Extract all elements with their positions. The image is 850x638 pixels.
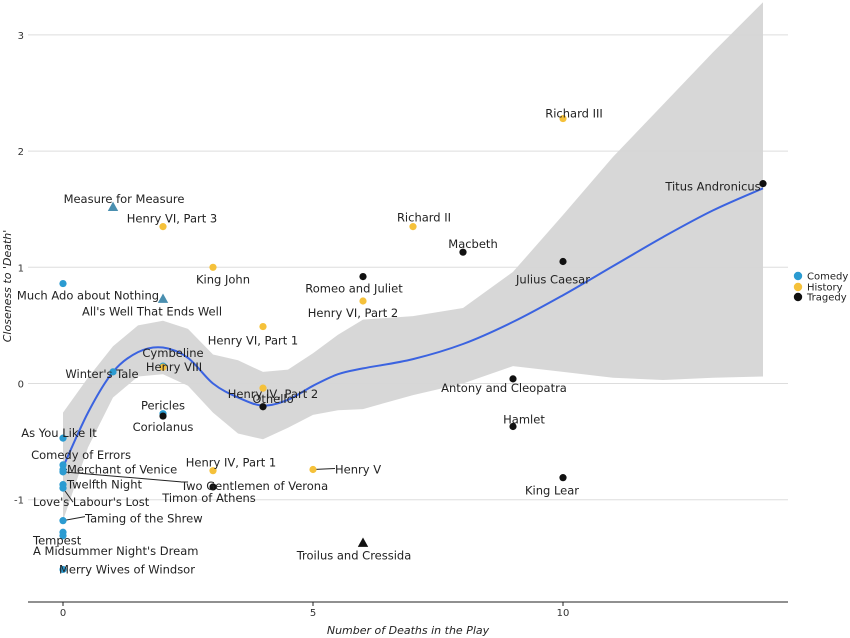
label-king-john: King John (196, 272, 250, 286)
point-henry-v (309, 465, 317, 474)
legend-swatch-history (793, 282, 803, 292)
point-henry-viii (159, 363, 167, 371)
label-othello: Othello (252, 392, 293, 406)
label-merry-wives-of-windsor: Merry Wives of Windsor (59, 562, 195, 576)
leader-henry-v (312, 468, 336, 471)
label-henry-vi-part-1: Henry VI, Part 1 (208, 334, 298, 348)
point-julius-caesar (559, 257, 567, 266)
point-a-midsummer-night-s-dream (59, 532, 67, 540)
y-tick-label: 3 (18, 31, 24, 42)
label-henry-vi-part-3: Henry VI, Part 3 (127, 212, 217, 226)
legend-swatch-comedy (793, 271, 803, 281)
legend-label-tragedy: Tragedy (806, 293, 847, 304)
label-as-you-like-it: As You Like It (21, 426, 97, 440)
leader-two-gentlemen-of-verona (62, 471, 182, 483)
confidence-band-layer (63, 2, 763, 521)
label-much-ado-about-nothing: Much Ado about Nothing (17, 289, 159, 303)
label-taming-of-the-shrew: Taming of the Shrew (84, 512, 203, 526)
label-merchant-of-venice: Merchant of Venice (67, 463, 177, 477)
label-comedy-of-errors: Comedy of Errors (31, 448, 131, 462)
point-henry-vi-part-3 (159, 223, 167, 231)
confidence-band (63, 2, 763, 521)
point-all-s-well-that-ends-well (157, 293, 169, 303)
label-a-midsummer-night-s-dream: A Midsummer Night's Dream (33, 544, 198, 558)
point-love-s-labour-s-lost (59, 484, 67, 492)
legend-swatch-tragedy (793, 292, 803, 302)
point-henry-vi-part-1 (259, 322, 267, 331)
label-love-s-labour-s-lost: Love's Labour's Lost (33, 495, 150, 509)
label-henry-iv-part-1: Henry IV, Part 1 (186, 456, 276, 470)
data-points (59, 114, 767, 574)
point-macbeth (459, 248, 467, 256)
y-tick-label: -1 (14, 496, 24, 507)
label-henry-iv-part-2: Henry IV, Part 2 (228, 387, 318, 401)
label-titus-andronicus: Titus Andronicus (664, 180, 760, 194)
label-richard-ii: Richard II (397, 211, 451, 225)
point-titus-andronicus (759, 180, 767, 188)
point-king-john (209, 263, 217, 271)
label-henry-viii: Henry VIII (146, 360, 202, 374)
point-winter-s-tale (109, 368, 117, 376)
point-troilus-and-cressida (357, 537, 369, 547)
legend-label-comedy: Comedy (807, 272, 848, 283)
label-winter-s-tale: Winter's Tale (65, 367, 138, 381)
label-measure-for-measure: Measure for Measure (64, 192, 185, 206)
point-labels: Richard III Titus Andronicus Measure for M… (17, 107, 761, 577)
label-coriolanus: Coriolanus (133, 420, 194, 434)
point-much-ado-about-nothing (59, 279, 67, 288)
point-antony-and-cleopatra (509, 375, 517, 383)
x-tick-label: 0 (60, 608, 66, 619)
x-axis-title: Number of Deaths in the Play (327, 624, 490, 637)
label-all-s-well-that-ends-well: All's Well That Ends Well (82, 305, 222, 319)
smooth-line-layer (62, 187, 764, 468)
label-troilus-and-cressida: Troilus and Cressida (296, 549, 412, 563)
legend: Comedy History Tragedy (793, 271, 848, 304)
point-as-you-like-it (59, 434, 67, 442)
label-tempest: Tempest (32, 533, 82, 547)
label-two-gentlemen-of-verona: Two Gentlemen of Verona (180, 479, 328, 493)
label-henry-v: Henry V (335, 463, 381, 477)
axes: -1 0 1 2 3 0 5 10 (14, 31, 788, 619)
point-measure-for-measure (107, 201, 119, 212)
point-othello (259, 403, 267, 411)
label-timon-of-athens: Timon of Athens (161, 491, 256, 505)
label-julius-caesar: Julius Caesar (515, 272, 590, 286)
point-coriolanus (159, 412, 167, 420)
y-tick-label: 0 (18, 380, 24, 391)
x-tick-label: 10 (557, 608, 570, 619)
point-henry-iv-part-2 (259, 384, 267, 392)
label-antony-and-cleopatra: Antony and Cleopatra (441, 381, 567, 395)
y-axis-title: Closeness to 'Death' (1, 230, 14, 343)
label-hamlet: Hamlet (503, 413, 545, 427)
label-cymbeline: Cymbeline (142, 346, 203, 360)
point-hamlet (509, 422, 517, 431)
smooth-trend-line (62, 187, 764, 468)
label-macbeth: Macbeth (448, 237, 497, 251)
point-two-gentlemen-of-verona (59, 468, 67, 476)
point-henry-vi-part-2 (359, 297, 367, 305)
point-richard-ii (409, 223, 417, 231)
label-romeo-and-juliet: Romeo and Juliet (305, 282, 403, 296)
legend-label-history: History (807, 283, 843, 294)
point-romeo-and-juliet (359, 272, 367, 281)
point-henry-iv-part-1 (209, 467, 217, 475)
label-richard-iii: Richard III (545, 107, 603, 121)
point-richard-iii (559, 114, 567, 123)
x-tick-label: 5 (310, 608, 316, 619)
point-king-lear (559, 474, 567, 482)
point-merry-wives-of-windsor (59, 565, 67, 574)
point-timon-of-athens (209, 483, 217, 491)
label-twelfth-night: Twelfth Night (66, 478, 142, 492)
leader-taming-of-the-shrew (62, 516, 86, 522)
label-king-lear: King Lear (525, 484, 579, 498)
y-tick-label: 2 (18, 147, 24, 158)
label-henry-vi-part-2: Henry VI, Part 2 (308, 306, 398, 320)
point-taming-of-the-shrew (59, 517, 67, 525)
label-pericles: Pericles (141, 399, 185, 413)
y-tick-label: 1 (18, 263, 24, 274)
